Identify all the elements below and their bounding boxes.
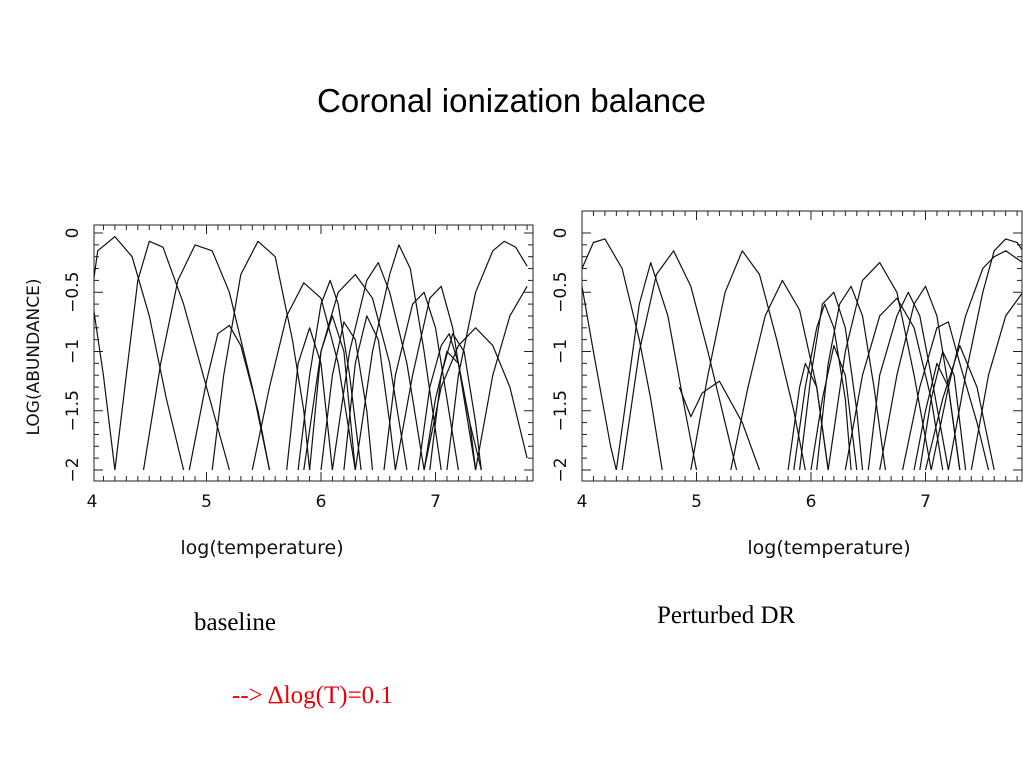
y-tick-label: −0.5 [551, 272, 571, 313]
ion-fraction-curve-20 [924, 345, 995, 471]
y-tick-label: −2 [551, 457, 571, 482]
y-axis-label: LOG(ABUNDANCE) [24, 279, 44, 436]
ion-fraction-curve-10 [799, 291, 864, 471]
ion-fraction-curve-8 [286, 327, 333, 471]
delta-log-t-note: --> Δlog(T)=0.1 [232, 682, 393, 709]
ion-fraction-curve-13 [331, 261, 425, 471]
baseline-chart: 4 5 6 7 0 −0.5 −1 −1.5 −2 log(temperature) LOG(ABU… [24, 224, 534, 559]
ion-fraction-curve-17 [394, 285, 477, 471]
ion-fraction-curve-19 [423, 350, 477, 471]
curves-group [582, 238, 1022, 471]
y-tick-label: −2 [63, 457, 83, 482]
ion-fraction-curve-23 [475, 285, 528, 471]
ion-fraction-curve-16 [383, 291, 459, 471]
curves-group [94, 236, 528, 471]
y-tick-label: −1.5 [63, 390, 83, 431]
baseline-chart-panel: 4 5 6 7 0 −0.5 −1 −1.5 −2 log(temperature) LOG(ABU… [22, 207, 534, 559]
ion-fraction-curve-12 [320, 321, 374, 471]
baseline-caption: baseline [194, 609, 276, 636]
ion-fraction-curve-21 [423, 327, 528, 471]
x-tick-label: 5 [691, 492, 702, 512]
ion-fraction-curve-6 [211, 240, 311, 471]
ion-fraction-curve-8 [787, 362, 829, 471]
ion-fraction-curve-2 [94, 236, 185, 471]
x-tick-label: 6 [316, 492, 327, 512]
y-tick-label: −0.5 [63, 272, 83, 313]
ion-fraction-curve-15 [867, 291, 949, 471]
ion-fraction-curve-4 [142, 244, 271, 471]
x-tick-label: 7 [920, 492, 931, 512]
ion-fraction-curve-3 [615, 261, 698, 471]
ion-fraction-curve-15 [354, 244, 442, 471]
ion-fraction-curve-4 [621, 250, 738, 471]
x-tick-label: 7 [430, 492, 441, 512]
plot-frame [93, 224, 534, 482]
perturbed-dr-caption: Perturbed DR [657, 602, 796, 629]
x-tick-label: 5 [201, 492, 212, 512]
x-tick-label: 4 [577, 492, 588, 512]
y-tick-label: −1 [551, 339, 571, 364]
ion-fraction-curve-12 [816, 285, 886, 471]
x-axis-label: log(temperature) [180, 537, 343, 559]
ion-fraction-curve-22 [947, 238, 1022, 471]
x-axis-label: log(temperature) [747, 537, 910, 559]
ion-fraction-curve-1 [94, 307, 116, 471]
ion-fraction-curve-17 [902, 321, 990, 471]
perturbed-dr-chart: 4 5 6 7 0 −0.5 −1 −1.5 −2 log(temperature) [551, 210, 1023, 559]
x-tick-label: 6 [806, 492, 817, 512]
ion-fraction-curve-10 [309, 315, 356, 471]
ion-fraction-curve-2 [582, 238, 663, 471]
ion-fraction-curve-9 [297, 279, 362, 471]
ion-fraction-curve-11 [303, 273, 408, 471]
slide-title: Coronal ionization balance [317, 82, 706, 119]
ion-fraction-curve-13 [827, 261, 932, 471]
ion-fraction-curve-7 [730, 279, 829, 471]
ion-fraction-curve-22 [446, 240, 528, 471]
ion-fraction-curve-19 [919, 350, 967, 471]
ion-fraction-curve-5 [188, 324, 271, 471]
y-tick-label: 0 [63, 228, 83, 239]
ion-fraction-curve-18 [913, 362, 961, 471]
y-tick-label: −1 [63, 339, 83, 364]
ion-fraction-curve-5 [678, 380, 761, 471]
ion-fraction-curve-6 [690, 250, 806, 471]
perturbed-dr-chart-panel: 4 5 6 7 0 −0.5 −1 −1.5 −2 log(temperature) [532, 207, 1023, 559]
ion-fraction-curve-1 [582, 286, 617, 471]
plot-frame [581, 210, 1023, 482]
x-tick-label: 4 [87, 492, 98, 512]
ion-fraction-curve-7 [251, 282, 356, 471]
y-tick-label: 0 [551, 228, 571, 239]
ion-fraction-curve-21 [930, 250, 1022, 471]
y-tick-label: −1.5 [551, 390, 571, 431]
ion-fraction-curve-9 [793, 303, 852, 471]
ion-fraction-curve-14 [343, 315, 396, 471]
ion-fraction-curve-23 [970, 292, 1022, 471]
ion-fraction-curve-3 [114, 240, 230, 471]
ion-fraction-curve-20 [429, 333, 482, 471]
ion-fraction-curve-11 [810, 345, 858, 471]
